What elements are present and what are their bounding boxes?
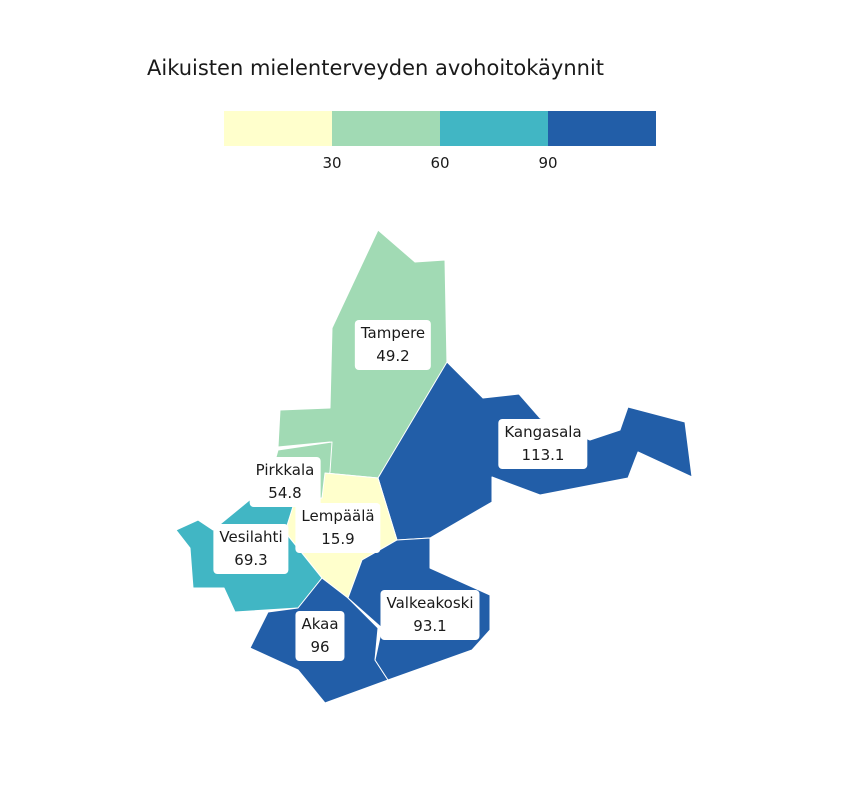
region-name: Tampere (360, 324, 426, 342)
region-name: Pirkkala (255, 461, 315, 479)
region-value: 69.3 (234, 551, 268, 569)
region-value: 54.8 (268, 484, 302, 502)
legend-bin-4 (548, 111, 656, 146)
region-label-valkeakoski: Valkeakoski 93.1 (380, 590, 480, 640)
region-name: Akaa (301, 615, 339, 633)
legend-break-label: 90 (538, 154, 558, 172)
color-legend (224, 111, 656, 146)
legend-break-label: 30 (322, 154, 342, 172)
region-name: Kangasala (504, 423, 582, 441)
region-label-tampere: Tampere 49.2 (354, 320, 432, 370)
region-value: 96 (310, 638, 330, 656)
region-name: Valkeakoski (386, 594, 474, 612)
region-name: Lempäälä (301, 507, 375, 525)
region-value: 113.1 (521, 446, 565, 464)
legend-bin-3 (440, 111, 548, 146)
map-title: Aikuisten mielenterveyden avohoitokäynni… (147, 56, 605, 80)
legend-bin-1 (224, 111, 332, 146)
region-value: 49.2 (376, 347, 410, 365)
region-label-kangasala: Kangasala 113.1 (498, 419, 588, 469)
region-label-lempaala: Lempäälä 15.9 (295, 503, 381, 553)
region-name: Vesilahti (219, 528, 283, 546)
legend-bin-2 (332, 111, 440, 146)
legend-break-label: 60 (430, 154, 450, 172)
region-value: 93.1 (413, 617, 447, 635)
region-label-vesilahti: Vesilahti 69.3 (213, 524, 289, 574)
region-value: 15.9 (321, 530, 355, 548)
region-label-pirkkala: Pirkkala 54.8 (249, 457, 321, 507)
region-label-akaa: Akaa 96 (295, 611, 345, 661)
